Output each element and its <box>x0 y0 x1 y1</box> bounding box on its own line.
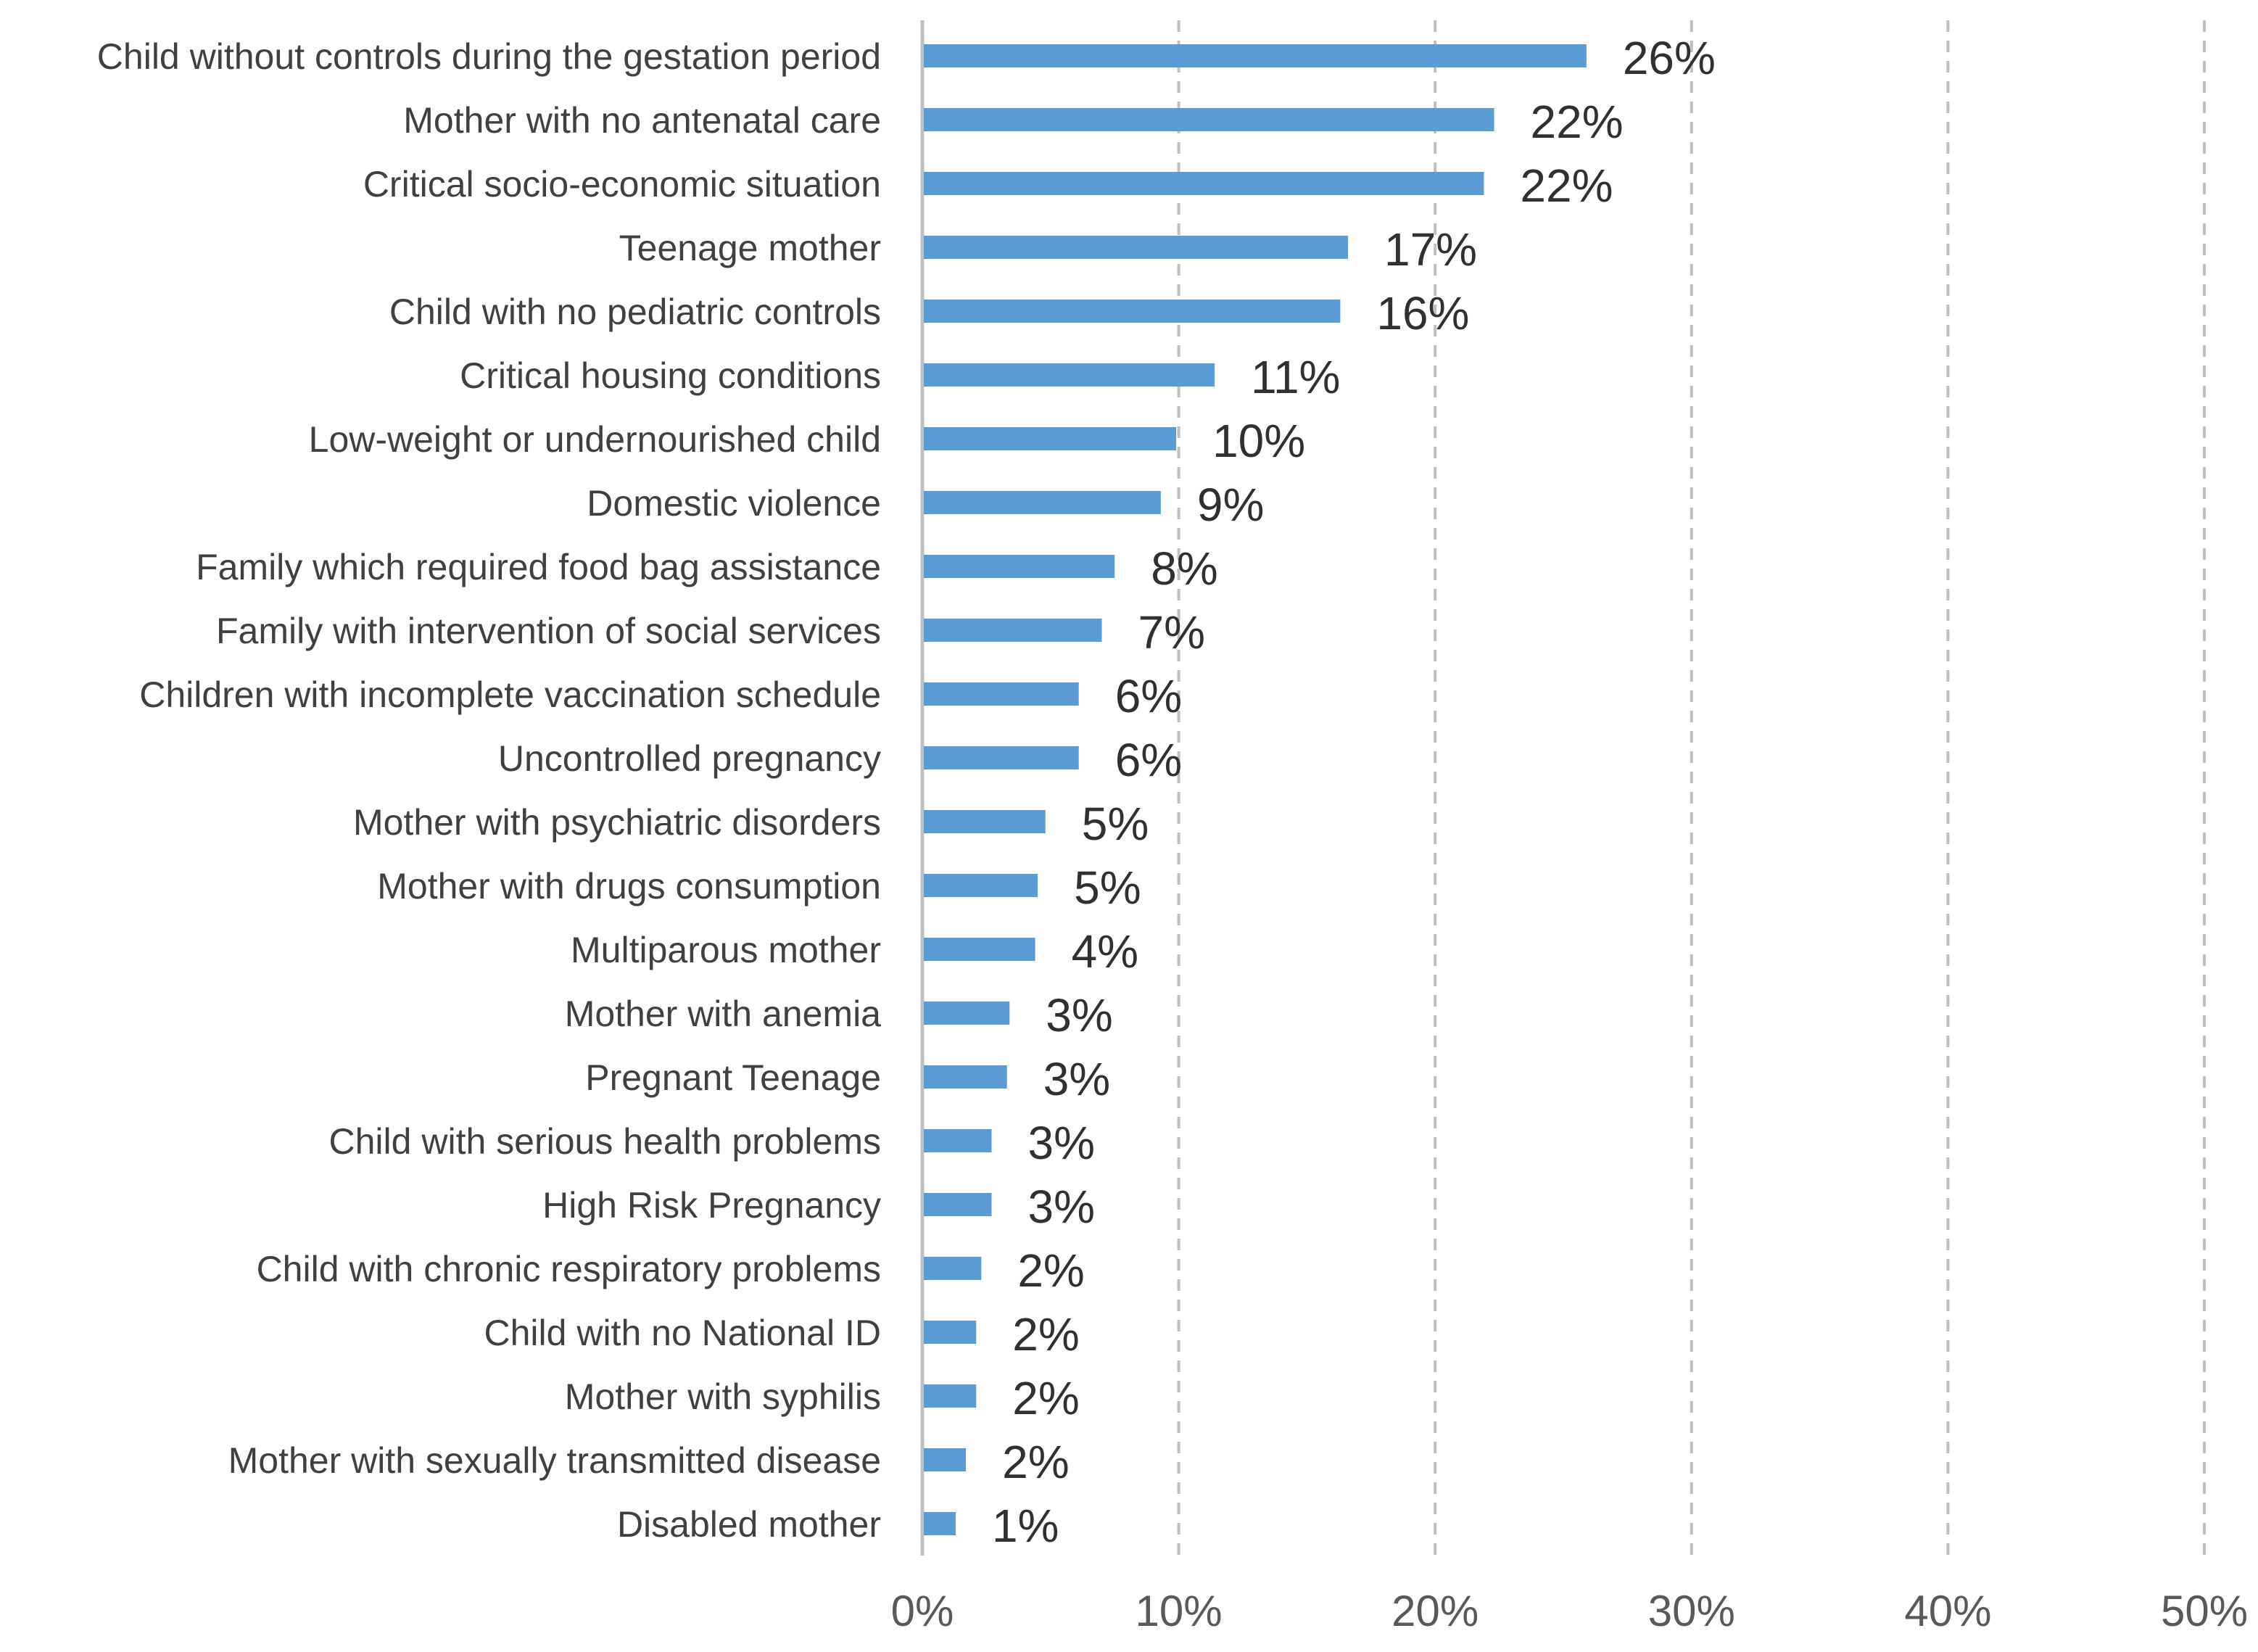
bar <box>924 619 1102 642</box>
x-tick-label: 50% <box>2161 1587 2248 1635</box>
labels: 0% 10% 20% 30% 40% 50% Child without controls … <box>97 32 2248 1635</box>
bar <box>924 427 1177 450</box>
category-label: Uncontrolled pregnancy <box>498 738 881 779</box>
value-label: 2% <box>1012 1372 1080 1424</box>
value-label: 4% <box>1072 925 1139 978</box>
bar <box>924 363 1215 387</box>
bar <box>924 1321 977 1344</box>
value-label: 22% <box>1531 96 1624 148</box>
bars <box>924 44 1587 1535</box>
value-label: 3% <box>1046 989 1113 1041</box>
value-label: 2% <box>1017 1244 1085 1297</box>
category-label: Mother with drugs consumption <box>377 866 881 906</box>
bar <box>924 1448 967 1471</box>
x-tick-label: 40% <box>1904 1587 1991 1635</box>
bar <box>924 682 1079 706</box>
x-tick-label: 10% <box>1136 1587 1223 1635</box>
value-label: 16% <box>1376 287 1469 339</box>
x-tick-label: 30% <box>1648 1587 1735 1635</box>
bar <box>924 810 1046 833</box>
value-label: 3% <box>1027 1117 1095 1169</box>
value-label: 9% <box>1197 479 1265 531</box>
value-label: 11% <box>1251 351 1340 403</box>
category-label: Children with incomplete vaccination sch… <box>139 674 881 715</box>
value-label: 22% <box>1520 160 1613 212</box>
bar <box>924 874 1038 897</box>
value-label: 3% <box>1043 1053 1111 1105</box>
category-label: Pregnant Teenage <box>585 1057 881 1098</box>
bar <box>924 1257 982 1280</box>
value-label: 2% <box>1012 1308 1080 1360</box>
bar <box>924 938 1035 961</box>
value-label: 7% <box>1138 606 1206 658</box>
category-label: Teenage mother <box>619 228 881 268</box>
value-label: 5% <box>1082 798 1149 850</box>
category-label: Family with intervention of social servi… <box>216 611 881 651</box>
category-label: Critical housing conditions <box>460 355 881 396</box>
value-label: 3% <box>1027 1181 1095 1233</box>
category-label: Mother with anemia <box>565 994 881 1034</box>
bar <box>924 1065 1007 1089</box>
category-label: Low-weight or undernourished child <box>309 419 881 460</box>
category-label: Multiparous mother <box>571 930 881 970</box>
value-label: 6% <box>1115 734 1183 786</box>
category-label: Child with serious health problems <box>329 1121 881 1162</box>
bar <box>924 491 1161 514</box>
x-tick-label: 20% <box>1391 1587 1479 1635</box>
gridlines <box>1177 20 2206 1556</box>
value-label: 17% <box>1384 223 1477 276</box>
bar <box>924 555 1115 578</box>
category-label: Child with no National ID <box>484 1313 882 1353</box>
bar <box>924 1384 977 1408</box>
x-tick-label: 0% <box>891 1587 954 1635</box>
category-label: Mother with no antenatal care <box>403 100 881 141</box>
bar <box>924 1129 992 1152</box>
value-label: 10% <box>1212 415 1305 467</box>
value-label: 1% <box>992 1500 1059 1552</box>
value-label: 6% <box>1115 670 1183 722</box>
category-label: Disabled mother <box>617 1504 881 1545</box>
bar <box>924 300 1341 323</box>
category-label: Child with no pediatric controls <box>389 292 881 332</box>
bar <box>924 746 1079 769</box>
value-label: 26% <box>1623 32 1716 84</box>
category-label: Domestic violence <box>587 483 881 524</box>
category-label: Mother with sexually transmitted disease <box>228 1440 881 1481</box>
bar <box>924 1512 956 1535</box>
category-label: Family which required food bag assistanc… <box>196 547 881 587</box>
bar <box>924 44 1587 67</box>
category-label: Critical socio-economic situation <box>363 164 881 205</box>
value-label: 8% <box>1151 542 1218 595</box>
bar <box>924 172 1484 195</box>
bar <box>924 1193 992 1216</box>
value-label: 5% <box>1074 862 1141 914</box>
bar <box>924 1001 1010 1025</box>
category-label: Child with chronic respiratory problems <box>257 1249 881 1289</box>
bar <box>924 108 1494 131</box>
bar <box>924 236 1348 259</box>
category-label: Mother with psychiatric disorders <box>353 802 881 843</box>
category-label: High Risk Pregnancy <box>542 1185 881 1226</box>
category-label: Mother with syphilis <box>565 1376 881 1417</box>
value-label: 2% <box>1002 1436 1070 1488</box>
category-label: Child without controls during the gestat… <box>97 36 881 77</box>
